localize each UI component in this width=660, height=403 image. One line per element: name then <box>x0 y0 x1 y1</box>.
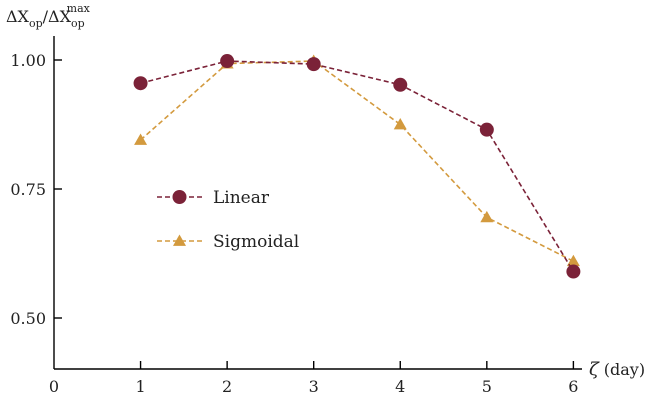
x-axis-label: ζ (day) <box>589 359 645 380</box>
x-tick-label: 4 <box>395 377 405 396</box>
series-line-linear <box>140 60 575 272</box>
x-tick-label: 6 <box>568 377 578 396</box>
legend-marker-sigmoidal <box>173 234 186 246</box>
x-tick-label: 5 <box>482 377 492 396</box>
legend: Linear Sigmoidal <box>157 188 299 252</box>
data-point-linear <box>566 264 581 279</box>
data-point-sigmoidal <box>134 133 148 145</box>
legend-label-sigmoidal: Sigmoidal <box>213 232 299 252</box>
y-tick-label: 0.75 <box>10 180 46 199</box>
data-point-linear <box>306 57 321 72</box>
data-point-sigmoidal <box>566 254 580 267</box>
legend-label-linear: Linear <box>213 188 270 208</box>
data-point-linear <box>133 76 148 91</box>
axes: 0.50 0.75 1.00 0 1 2 3 4 5 6 <box>10 36 582 396</box>
x-tick-label: 0 <box>49 377 59 396</box>
x-tick-label: 3 <box>309 377 319 396</box>
data-point-sigmoidal <box>393 118 407 130</box>
y-axis-label: ΔXop/ΔXopmax <box>6 2 91 30</box>
x-tick-label: 2 <box>222 377 232 396</box>
series-line-sigmoidal <box>140 60 574 262</box>
x-tick-label: 1 <box>135 377 145 396</box>
data-point-sigmoidal <box>480 210 494 223</box>
series-layer <box>133 54 581 279</box>
y-tick-label: 1.00 <box>10 51 46 70</box>
data-point-linear <box>220 54 235 69</box>
data-point-linear <box>479 122 494 137</box>
legend-marker-linear <box>172 190 187 204</box>
y-tick-label: 0.50 <box>10 309 46 328</box>
data-point-linear <box>393 77 408 92</box>
